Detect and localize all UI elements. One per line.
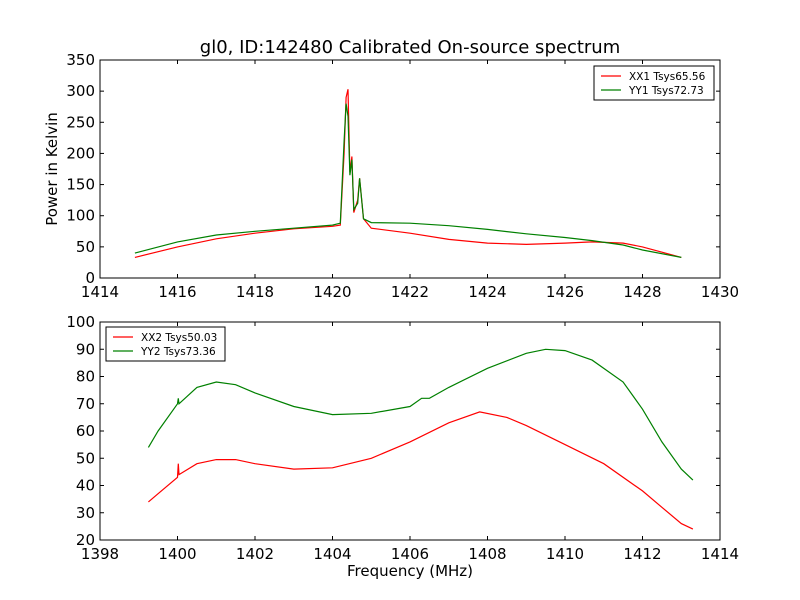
y-tick-label: 100 (66, 207, 95, 225)
x-tick-label: 1420 (313, 283, 351, 301)
chart-title: gl0, ID:142480 Calibrated On-source spec… (200, 37, 620, 58)
y-tick-label: 250 (66, 113, 95, 131)
y-tick-label: 150 (66, 176, 95, 194)
x-tick-label: 1430 (701, 283, 739, 301)
x-tick-label: 1424 (468, 283, 506, 301)
y-tick-label: 200 (66, 144, 95, 162)
x-tick-label: 1428 (623, 283, 661, 301)
y-tick-label: 70 (76, 395, 95, 413)
y-tick-label: 50 (76, 238, 95, 256)
x-tick-label: 1398 (81, 545, 119, 563)
legend: XX2 Tsys50.03 YY2 Tsys73.36 (105, 326, 226, 362)
x-axis-label: Frequency (MHz) (347, 562, 473, 580)
x-tick-label: 1422 (391, 283, 429, 301)
legend-box (105, 326, 226, 362)
y-tick-label: 40 (76, 477, 95, 495)
x-tick-label: 1402 (236, 545, 274, 563)
y-axis-label: Power in Kelvin (43, 112, 61, 226)
subplot-2: 1398 1400 1402 1404 1406 1408 1410 1412 1414 20 30… (66, 313, 739, 580)
x-tick-label: 1406 (391, 545, 429, 563)
series-line-yy2 (147, 348, 694, 481)
series-line-xx1 (134, 89, 682, 258)
y-tick-label: 300 (66, 82, 95, 100)
subplot-1: 1414 1416 1418 1420 1422 1424 1426 1428 1430 0 50 1… (43, 37, 739, 301)
y-tick-label: 350 (66, 51, 95, 69)
y-tick-label: 0 (85, 269, 95, 287)
x-tick-label: 1410 (546, 545, 584, 563)
x-tick-label: 1414 (701, 545, 739, 563)
x-tick-label: 1416 (158, 283, 196, 301)
x-tick-label: 1426 (546, 283, 584, 301)
series-line-yy1 (134, 103, 682, 258)
y-tick-label: 100 (66, 313, 95, 331)
x-tick-label: 1400 (158, 545, 196, 563)
legend-box (593, 65, 715, 101)
y-tick-label: 20 (76, 531, 95, 549)
legend-label: YY2 Tsys73.36 (140, 346, 216, 358)
legend-label: YY1 Tsys72.73 (628, 85, 704, 97)
y-tick-label: 80 (76, 368, 95, 386)
legend-label: XX1 Tsys65.56 (629, 71, 706, 83)
y-tick-label: 30 (76, 504, 95, 522)
x-tick-label: 1404 (313, 545, 351, 563)
legend-label: XX2 Tsys50.03 (141, 332, 217, 344)
y-tick-label: 60 (76, 422, 95, 440)
legend: XX1 Tsys65.56 YY1 Tsys72.73 (593, 65, 715, 101)
y-tick-label: 90 (76, 340, 95, 358)
x-tick-label: 1412 (623, 545, 661, 563)
x-tick-label: 1418 (236, 283, 274, 301)
y-tick-label: 50 (76, 449, 95, 467)
series-line-xx2 (148, 411, 694, 530)
x-tick-label: 1408 (468, 545, 506, 563)
x-tick-label: 1414 (81, 283, 119, 301)
